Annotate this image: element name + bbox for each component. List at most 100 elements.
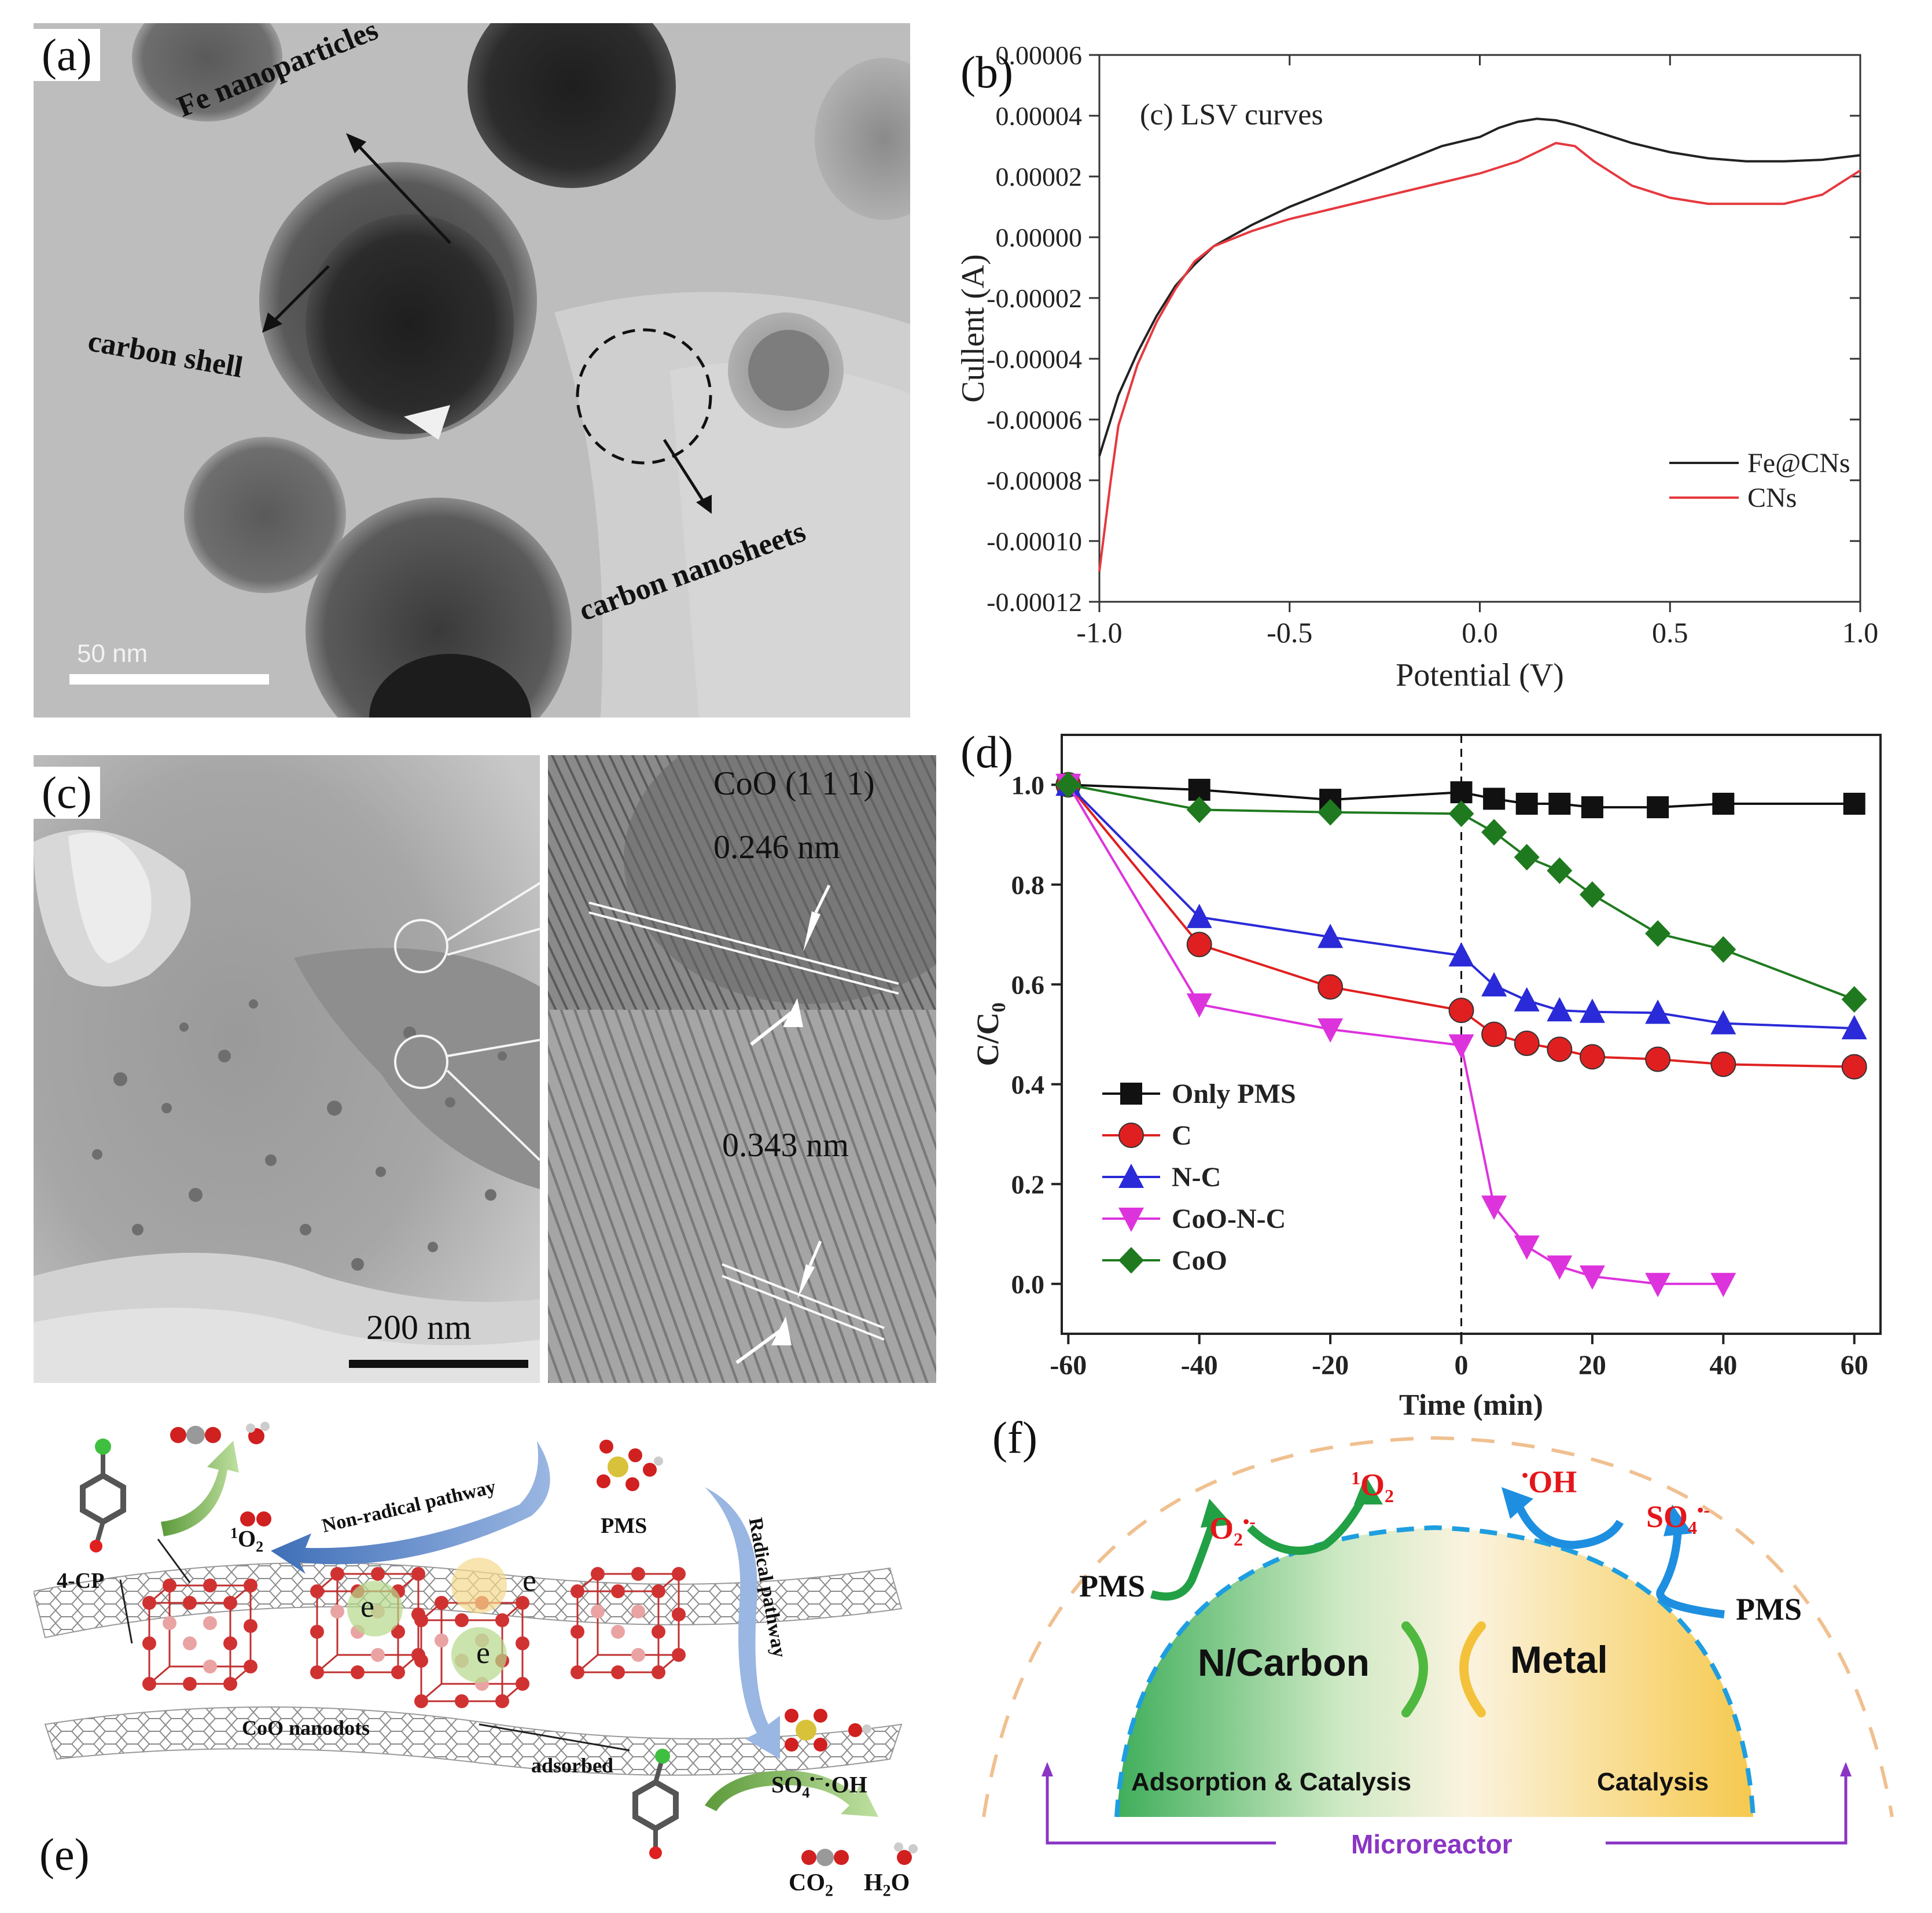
legend-label-d: Only PMS: [1172, 1079, 1296, 1109]
data-point-coo: [1645, 920, 1671, 947]
data-point-n-c: [1645, 999, 1671, 1024]
data-point-n-c: [1710, 1010, 1736, 1035]
data-point-coo: [1318, 799, 1344, 826]
data-point-coo-n-c: [1186, 993, 1212, 1018]
chart-d: -60 -40 -20 0 20 40 60 1.0 0.8 0.6 0.4 0.2 0.0 Time (…: [970, 734, 1882, 1422]
x-axis-label-d: Time (min): [1399, 1389, 1543, 1421]
data-point-coo-n-c: [1710, 1272, 1736, 1297]
panel-c: (c) CoO (1 1 1) 0.246 nm 0.343 nm 200 nm: [34, 715, 994, 1383]
series-line-fe-cns: [1098, 117, 1861, 457]
plot-frame-d: [1061, 734, 1882, 1335]
legend-label-d: C: [1172, 1120, 1192, 1151]
data-point-n-c: [1841, 1015, 1867, 1040]
data-point-coo: [1579, 881, 1605, 908]
panel-b: (b) -1.0 -0.5 0.0 0.5 1.0 0.00006 0.00004 0.000…: [949, 23, 1909, 712]
chart-annotation-b: (c) LSV curves: [1140, 98, 1323, 131]
panel-label-f: (f): [992, 1412, 1037, 1463]
tem-image-c: [34, 715, 994, 1383]
label-so4-radical: SO4•-: [1646, 1499, 1710, 1539]
tem-image-a: [34, 0, 954, 781]
oh-f-text: OH: [1528, 1465, 1577, 1499]
outer-dashed-arc: [982, 1436, 1894, 1818]
o2rad-sub: 2: [1234, 1528, 1243, 1550]
label-electron-1: e: [360, 1589, 374, 1624]
label-coo-nanodots: CoO nanodots: [242, 1716, 370, 1739]
y-tick-label-b: 0.00000: [996, 223, 1083, 252]
panel-f: (f) O2•- 1O2 •OH SO4•- PMS PMS N/Carbon …: [961, 1412, 1909, 1898]
legend-label-b: CNs: [1747, 483, 1797, 513]
so4-sup: •−: [809, 1771, 824, 1787]
scale-bar-label-a: 50 nm: [77, 639, 148, 668]
y-axis-label-b: Cullent (A): [955, 254, 991, 403]
y-axis-label-sub-d: 0: [988, 1003, 1010, 1013]
singlet-sub: 2: [256, 1538, 264, 1555]
bracket-right: [1606, 1774, 1848, 1845]
h2o-sub: 2: [882, 1882, 891, 1900]
so4-sub: 4: [802, 1784, 810, 1801]
data-point-only-pms: [1843, 793, 1865, 815]
d-spacing-1: 0.246 nm: [713, 828, 841, 866]
o2rad-o: O: [1209, 1511, 1234, 1546]
data-point-n-c: [1514, 987, 1540, 1011]
o2rad-sup: •-: [1243, 1511, 1256, 1532]
data-point-c: [1645, 1046, 1671, 1072]
molecule-pms: [597, 1440, 663, 1491]
label-electron-3: e: [476, 1635, 490, 1670]
x-tick-label-b: -0.5: [1267, 616, 1312, 649]
label-singlet-oxygen-e: 1O2: [230, 1525, 263, 1555]
legend-label-d: N-C: [1172, 1162, 1221, 1193]
y-tick-label-b: 0.00006: [996, 41, 1083, 70]
data-point-n-c: [1547, 997, 1573, 1022]
nanodot-cluster: [92, 999, 507, 1271]
electron-halo-3: [451, 1627, 507, 1683]
x-tick-label-d: -60: [1050, 1350, 1087, 1381]
label-pms-left: PMS: [1079, 1569, 1145, 1603]
panel-label-b: (b): [961, 47, 1013, 97]
electron-halo-1: [347, 1581, 403, 1636]
y-tick-label-d: 0.8: [1011, 870, 1045, 900]
green-arrow-1: [1150, 1514, 1219, 1601]
y-tick-label-b: -0.00010: [987, 527, 1082, 556]
x-tick-label-b: 0.0: [1462, 616, 1498, 649]
legend-label-d: CoO-N-C: [1172, 1204, 1286, 1234]
legend-marker-only-pms: [1120, 1083, 1142, 1105]
selection-circle-2: [394, 1035, 448, 1089]
label-singlet-oxygen-f: 1O2: [1351, 1467, 1394, 1507]
green-arrow-2: [1247, 1491, 1370, 1555]
y-tick-label-b: -0.00002: [987, 284, 1082, 313]
data-point-only-pms: [1548, 793, 1571, 815]
x-tick-label-d: 40: [1709, 1350, 1737, 1381]
data-point-coo-n-c: [1645, 1272, 1671, 1297]
legend-label-d: CoO: [1172, 1245, 1227, 1276]
legend-marker-coo-n-c: [1118, 1208, 1144, 1232]
x-tick-label-d: -40: [1181, 1350, 1218, 1381]
data-point-coo-n-c: [1579, 1265, 1605, 1290]
data-point-coo: [1547, 857, 1573, 884]
so4-f-sub: 4: [1688, 1517, 1698, 1538]
scale-bar-c: [349, 1360, 528, 1368]
so4-f-sup: •-: [1697, 1499, 1710, 1520]
data-point-c: [1547, 1036, 1573, 1062]
chart-b: -1.0 -0.5 0.0 0.5 1.0 0.00006 0.00004 0.00002 0.…: [955, 41, 1879, 693]
singlet-f-sup: 1: [1351, 1467, 1360, 1488]
data-point-coo: [1055, 771, 1081, 799]
label-adsorbed: adsorbed: [531, 1754, 614, 1777]
legend-marker-coo: [1118, 1247, 1144, 1274]
label-o2-radical: O2•-: [1209, 1510, 1256, 1550]
label-so4-oh: SO4•−·OH: [771, 1771, 867, 1801]
y-tick-label-d: 0.2: [1011, 1169, 1045, 1199]
data-point-c: [1514, 1031, 1540, 1057]
molecule-co2-top: [170, 1422, 271, 1526]
panel-label-c: (c): [34, 767, 100, 819]
data-point-n-c: [1186, 903, 1212, 928]
data-point-n-c: [1448, 942, 1474, 967]
data-point-c: [1318, 974, 1344, 1000]
molecule-4cp-top: [80, 1439, 126, 1553]
so4-f-text: SO: [1646, 1499, 1688, 1534]
x-tick-label-b: -1.0: [1076, 616, 1122, 649]
h2o-h: H: [864, 1870, 883, 1896]
x-tick-label-b: 1.0: [1842, 616, 1879, 649]
molecule-4cp-bottom: [632, 1749, 679, 1859]
data-point-only-pms: [1450, 781, 1473, 804]
so4-text: SO: [771, 1771, 803, 1798]
